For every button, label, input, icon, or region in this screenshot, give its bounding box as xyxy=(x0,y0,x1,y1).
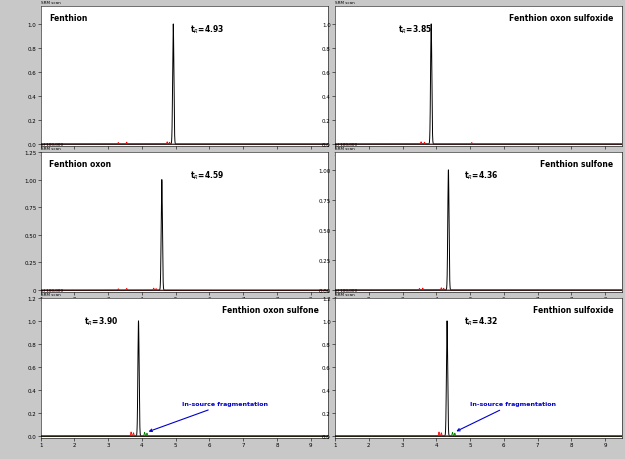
Text: t$_R$=4.93: t$_R$=4.93 xyxy=(190,24,224,36)
Text: In-source fragmentation: In-source fragmentation xyxy=(150,401,268,431)
Text: t$_R$=4.32: t$_R$=4.32 xyxy=(464,315,498,327)
Text: Fenthion oxon sulfoxide: Fenthion oxon sulfoxide xyxy=(509,14,613,23)
Text: of 100,000
SRM scan: of 100,000 SRM scan xyxy=(335,143,357,151)
Text: t$_R$=4.36: t$_R$=4.36 xyxy=(464,169,499,182)
Text: of 100,000
SRM scan: of 100,000 SRM scan xyxy=(41,288,62,297)
Text: Fenthion oxon: Fenthion oxon xyxy=(49,160,111,168)
Text: Fenthion: Fenthion xyxy=(49,14,88,23)
Text: Fenthion sulfone: Fenthion sulfone xyxy=(540,160,613,168)
Text: In-source fragmentation: In-source fragmentation xyxy=(458,401,556,431)
Text: of 100,000
SRM scan: of 100,000 SRM scan xyxy=(335,0,357,6)
Text: t$_R$=4.59: t$_R$=4.59 xyxy=(190,169,224,182)
Text: of 100,000
SRM scan: of 100,000 SRM scan xyxy=(335,288,357,297)
Text: t$_R$=3.85: t$_R$=3.85 xyxy=(398,24,432,36)
Text: t$_R$=3.90: t$_R$=3.90 xyxy=(84,315,118,327)
Text: Fenthion sulfoxide: Fenthion sulfoxide xyxy=(532,305,613,314)
Text: Fenthion oxon sulfone: Fenthion oxon sulfone xyxy=(222,305,319,314)
Text: of 100,000
SRM scan: of 100,000 SRM scan xyxy=(41,0,62,6)
Text: of 100,000
SRM scan: of 100,000 SRM scan xyxy=(41,143,62,151)
